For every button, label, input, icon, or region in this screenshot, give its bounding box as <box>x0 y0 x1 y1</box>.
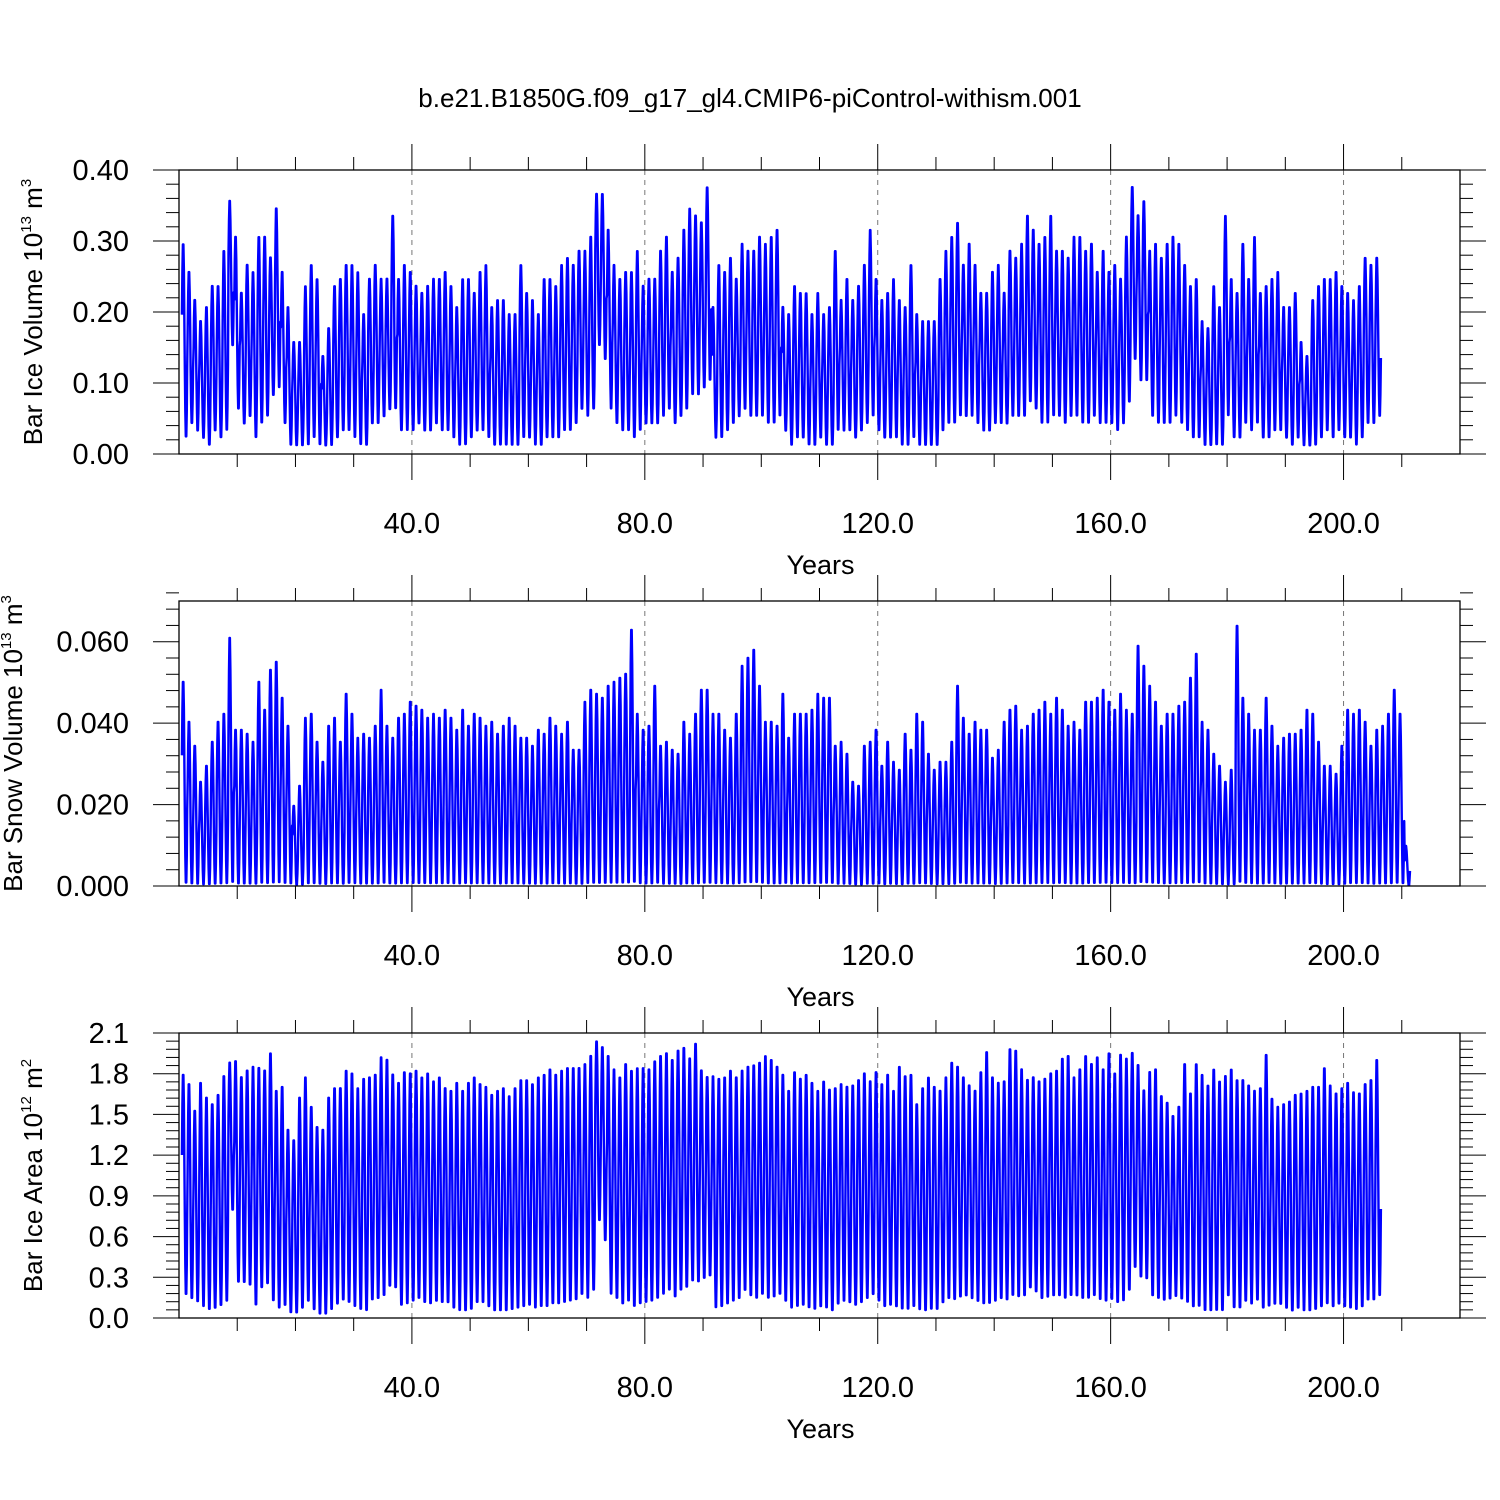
snow-volume-ytick-label: 0.000 <box>56 871 129 903</box>
ice-area-ytick-label: 1.2 <box>89 1140 129 1172</box>
panel-ice-area: 0.0 0.3 0.6 0.9 1.2 1.5 1.8 2.1 40.0 80.0 120.0 160… <box>18 1007 1486 1444</box>
ice-volume-xtick-label: 80.0 <box>617 508 673 540</box>
ice-area-ytick-label: 0.0 <box>89 1303 129 1335</box>
snow-volume-series-line <box>180 624 1412 887</box>
ice-volume-ytick-label: 0.00 <box>73 439 129 471</box>
ice-volume-x-axis-label: Years <box>786 550 854 580</box>
snow-volume-xtick-label: 200.0 <box>1307 940 1380 972</box>
ice-area-ytick-label: 1.8 <box>89 1059 129 1091</box>
ice-volume-ytick-label: 0.40 <box>73 155 129 187</box>
ice-area-xtick-label: 120.0 <box>841 1372 914 1404</box>
snow-volume-y-axis-label: Bar Snow Volume 1013 m3 <box>0 595 28 892</box>
ice-volume-xtick-label: 160.0 <box>1074 508 1147 540</box>
ice-area-ytick-label: 1.5 <box>89 1099 129 1131</box>
panel-snow-volume: 0.000 0.020 0.040 0.060 40.0 80.0 120.0 160.0 20… <box>0 575 1486 1012</box>
ice-volume-xtick-label: 40.0 <box>384 508 440 540</box>
snow-volume-xtick-label: 80.0 <box>617 940 673 972</box>
snow-volume-xtick-label: 160.0 <box>1074 940 1147 972</box>
ice-volume-ytick-label: 0.20 <box>73 297 129 329</box>
ice-area-ytick-label: 0.6 <box>89 1222 129 1254</box>
ice-area-xtick-label: 160.0 <box>1074 1372 1147 1404</box>
snow-volume-xtick-label: 40.0 <box>384 940 440 972</box>
ice-area-series-line <box>180 1040 1383 1315</box>
ice-area-ytick-label: 0.3 <box>89 1262 129 1294</box>
ice-area-x-axis-label: Years <box>786 1414 854 1444</box>
ice-volume-xtick-label: 120.0 <box>841 508 914 540</box>
ice-area-ytick-label: 2.1 <box>89 1018 129 1050</box>
snow-volume-x-axis-label: Years <box>786 982 854 1012</box>
ice-volume-ytick-label: 0.10 <box>73 368 129 400</box>
ice-area-ytick-label: 0.9 <box>89 1181 129 1213</box>
ice-volume-y-axis-label: Bar Ice Volume 1013 m3 <box>18 179 48 445</box>
ice-volume-ytick-label: 0.30 <box>73 226 129 258</box>
snow-volume-ytick-label: 0.060 <box>56 627 129 659</box>
ice-area-xtick-label: 40.0 <box>384 1372 440 1404</box>
panel-ice-volume: 0.00 0.10 0.20 0.30 0.40 40.0 80.0 120.0 160.0 20… <box>18 144 1486 580</box>
ice-volume-series-line <box>180 186 1383 447</box>
snow-volume-ytick-label: 0.020 <box>56 790 129 822</box>
ice-area-y-axis-label: Bar Ice Area 1012 m2 <box>18 1059 48 1292</box>
chart-title: b.e21.B1850G.f09_g17_gl4.CMIP6-piControl… <box>418 83 1081 113</box>
snow-volume-ytick-label: 0.040 <box>56 708 129 740</box>
ice-area-xtick-label: 200.0 <box>1307 1372 1380 1404</box>
ice-area-xtick-label: 80.0 <box>617 1372 673 1404</box>
snow-volume-xtick-label: 120.0 <box>841 940 914 972</box>
ice-volume-xtick-label: 200.0 <box>1307 508 1380 540</box>
